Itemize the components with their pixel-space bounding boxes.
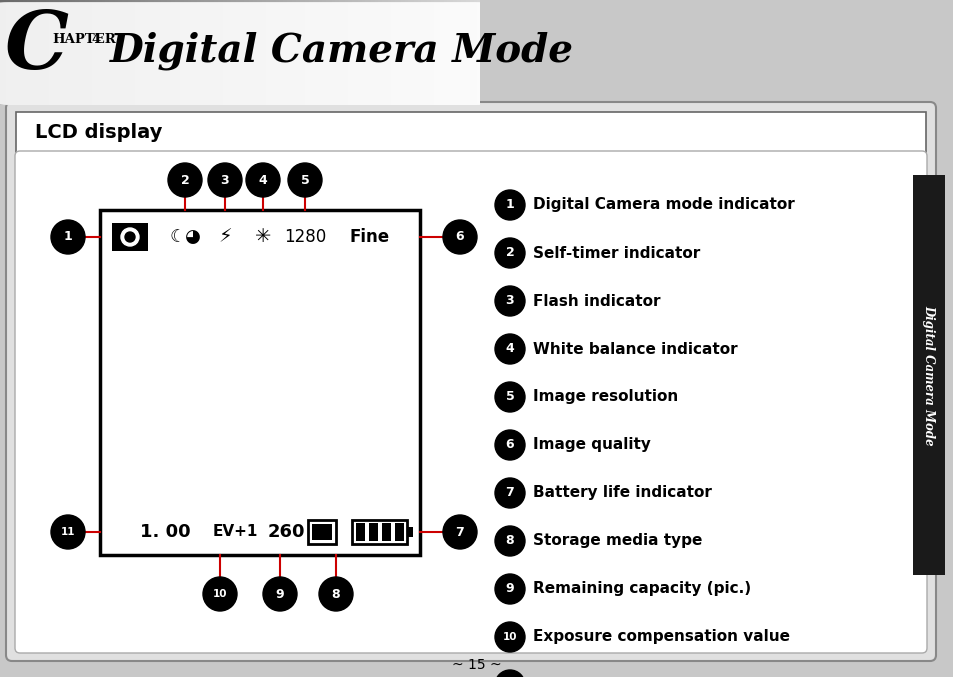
Text: 4: 4 [505,343,514,355]
Bar [407,527,413,537]
Circle shape [495,286,524,316]
Text: Digital Camera Mode: Digital Camera Mode [922,305,935,445]
Circle shape [442,515,476,549]
FancyBboxPatch shape [6,102,935,661]
Text: 5: 5 [505,391,514,403]
Circle shape [495,622,524,652]
Bar [100,210,419,555]
Text: 3: 3 [505,294,514,307]
Text: Flash indicator: Flash indicator [533,294,659,309]
Text: 7: 7 [456,525,464,538]
Circle shape [495,478,524,508]
Bar [312,524,332,540]
Text: 8: 8 [332,588,340,600]
Text: 2: 2 [505,246,514,259]
Text: 260: 260 [268,523,305,541]
Bar [355,523,365,541]
Bar [395,523,403,541]
Text: 1280: 1280 [284,228,326,246]
Text: ✳: ✳ [254,227,271,246]
Text: 4: 4 [258,173,267,186]
Circle shape [121,228,139,246]
Text: Fine: Fine [350,228,390,246]
Bar [381,523,391,541]
Circle shape [495,190,524,220]
Text: 6: 6 [505,439,514,452]
Text: 2: 2 [180,173,190,186]
Text: Remaining capacity (pic.): Remaining capacity (pic.) [533,582,750,596]
Circle shape [246,163,280,197]
Circle shape [495,574,524,604]
Text: 4: 4 [91,33,100,47]
Text: 5: 5 [300,173,309,186]
Circle shape [263,577,296,611]
Circle shape [442,220,476,254]
Text: Storage media type: Storage media type [533,533,701,548]
Circle shape [203,577,236,611]
Text: 9: 9 [505,582,514,596]
Circle shape [318,577,353,611]
Circle shape [495,430,524,460]
Circle shape [51,515,85,549]
Text: Battery life indicator: Battery life indicator [533,485,711,500]
Circle shape [495,526,524,556]
Text: 1: 1 [505,198,514,211]
Text: ⚡: ⚡ [218,227,232,246]
Text: Digital Camera mode indicator: Digital Camera mode indicator [533,198,794,213]
Text: 7: 7 [505,487,514,500]
Text: Digital Camera Mode: Digital Camera Mode [111,31,574,70]
Bar [16,112,925,152]
Circle shape [168,163,202,197]
Circle shape [495,334,524,364]
Circle shape [288,163,322,197]
FancyBboxPatch shape [15,151,926,653]
Bar [135,223,145,230]
Text: Image quality: Image quality [533,437,650,452]
Bar [912,175,944,575]
Text: 3: 3 [220,173,229,186]
Text: 1: 1 [64,230,72,244]
Circle shape [125,232,135,242]
FancyBboxPatch shape [0,2,498,105]
Text: 10: 10 [213,589,227,599]
Text: ~ 15 ~: ~ 15 ~ [452,658,501,672]
Text: Self-timer indicator: Self-timer indicator [533,246,700,261]
Bar [308,520,335,544]
Text: Exposure compensation value: Exposure compensation value [533,630,789,645]
Text: C: C [4,9,68,86]
Circle shape [495,382,524,412]
Circle shape [208,163,242,197]
Text: 10: 10 [502,632,517,642]
Circle shape [495,238,524,268]
Text: White balance indicator: White balance indicator [533,341,737,357]
Text: EV+1: EV+1 [213,525,258,540]
Text: Image resolution: Image resolution [533,389,678,404]
Circle shape [51,220,85,254]
Circle shape [495,670,524,677]
Text: ☾◕: ☾◕ [169,228,201,246]
Text: HAPTER: HAPTER [52,33,116,47]
Text: 11: 11 [61,527,75,537]
Text: 1. 00: 1. 00 [140,523,191,541]
Bar [352,520,407,544]
Text: 6: 6 [456,230,464,244]
Bar [369,523,377,541]
Text: 9: 9 [275,588,284,600]
Bar [112,223,148,251]
Text: LCD display: LCD display [35,123,162,141]
Text: 8: 8 [505,535,514,548]
